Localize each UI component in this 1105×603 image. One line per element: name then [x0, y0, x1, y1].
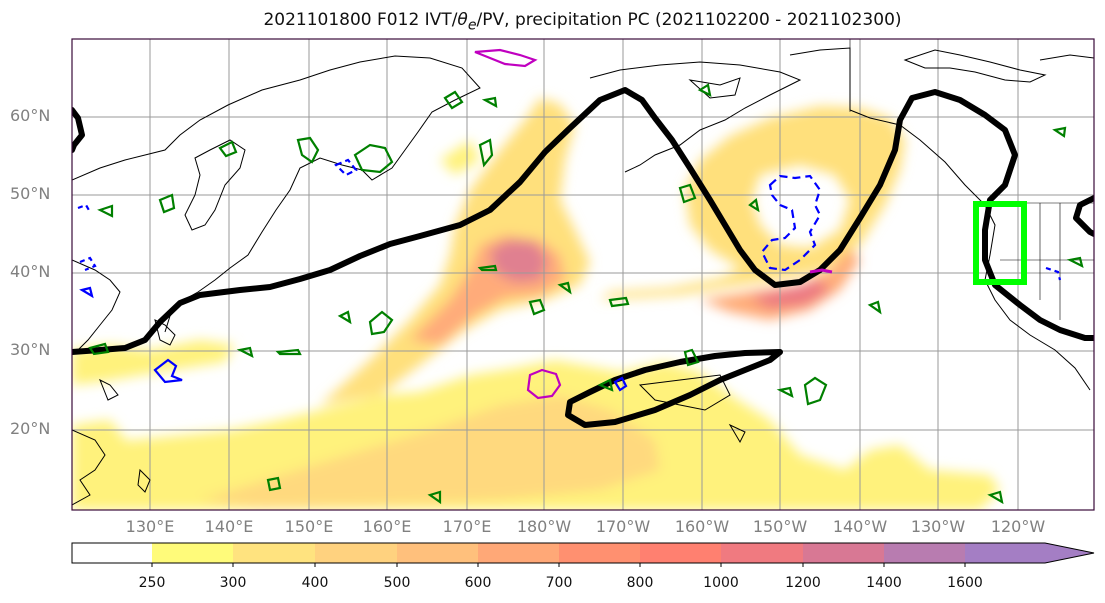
lat-label-40n: 40°N: [10, 262, 51, 281]
colorbar-segment: [152, 543, 233, 563]
title-theta: θ: [457, 10, 468, 30]
colorbar-segment: [397, 543, 478, 563]
lon-label-130e: 130°E: [125, 517, 175, 536]
magenta-contours: [474, 48, 833, 400]
map-title: 2021101800 F012 IVT/θe/PV, precipitation…: [0, 10, 1105, 33]
lat-label-30n: 30°N: [10, 340, 51, 359]
colorbar-tick-label: 500: [383, 575, 411, 591]
colorbar-segment: [721, 543, 803, 563]
colorbar-segment: [72, 543, 152, 563]
target-region-box: [973, 201, 1027, 285]
colorbar-tick-label: 300: [219, 575, 247, 591]
colorbar-segment: [233, 543, 315, 563]
colorbar-tick-label: 700: [545, 575, 573, 591]
lon-label-180w: 180°W: [516, 517, 572, 536]
colorbar-tick-label: 1400: [866, 575, 902, 591]
lon-label-140w: 140°W: [832, 517, 888, 536]
lon-label-130w: 130°W: [910, 517, 966, 536]
colorbar-tick-label: 1000: [703, 575, 739, 591]
colorbar-segment: [803, 543, 884, 563]
colorbar-tick-label: 1600: [947, 575, 983, 591]
pv-contours: [88, 83, 1084, 505]
lon-label-120w: 120°W: [990, 517, 1046, 536]
lon-label-150w: 150°W: [752, 517, 808, 536]
theta-e-contours: [72, 87, 1094, 428]
map-frame: [71, 38, 1095, 511]
lat-label-60n: 60°N: [10, 106, 51, 125]
colorbar-tick-label: 1200: [785, 575, 821, 591]
colorbar-tick-label: 600: [464, 575, 492, 591]
colorbar: [71, 542, 1095, 567]
colorbar-segment: [884, 543, 965, 563]
title-suffix: /PV, precipitation PC (2021102200 - 2021…: [476, 10, 902, 30]
negative-contours: [77, 158, 1062, 392]
colorbar-segment: [478, 543, 559, 563]
lat-label-50n: 50°N: [10, 184, 51, 203]
lat-label-20n: 20°N: [10, 419, 51, 438]
colorbar-tick-label: 250: [138, 575, 166, 591]
lon-label-140e: 140°E: [204, 517, 254, 536]
lon-label-170e: 170°E: [442, 517, 492, 536]
colorbar-tick-label: 400: [301, 575, 329, 591]
colorbar-extend-arrow: [965, 543, 1094, 563]
title-theta-sub: e: [467, 17, 477, 34]
map-area: [72, 39, 1094, 510]
lon-label-160e: 160°E: [362, 517, 412, 536]
colorbar-tick-label: 800: [626, 575, 654, 591]
colorbar-segment: [640, 543, 721, 563]
lon-label-170w: 170°W: [595, 517, 651, 536]
title-prefix: 2021101800 F012 IVT/: [263, 10, 458, 30]
colorbar-segment: [315, 543, 397, 563]
colorbar-outline: [71, 542, 1095, 564]
lon-label-160w: 160°W: [674, 517, 730, 536]
lon-label-150e: 150°E: [284, 517, 334, 536]
colorbar-segment: [559, 543, 640, 563]
